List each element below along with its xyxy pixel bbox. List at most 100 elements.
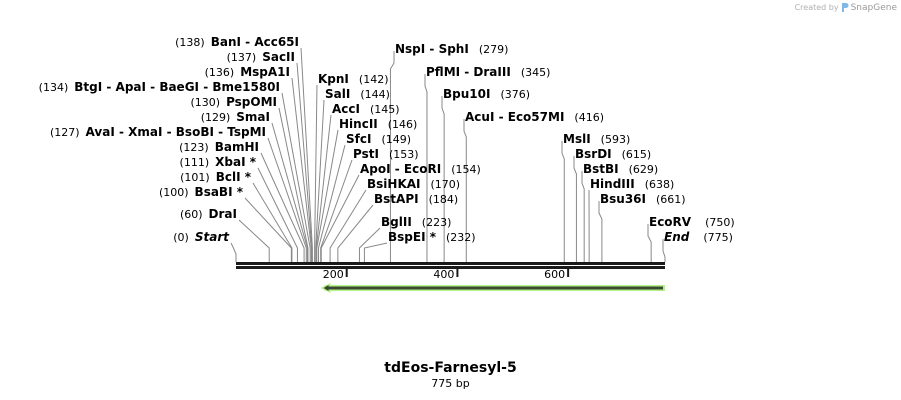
site-position: (129)	[201, 111, 231, 124]
leader-line	[647, 224, 652, 262]
site-label: NspI - SphI	[395, 42, 469, 56]
site-position: (376)	[500, 88, 530, 101]
leader-line	[573, 156, 577, 262]
site-label: BsaBI *	[195, 185, 244, 199]
leader-line	[441, 96, 445, 262]
site-label: BspEI *	[388, 230, 437, 244]
site-hindiii[interactable]: HindIII (638)	[588, 177, 674, 262]
site-position: (629)	[629, 163, 659, 176]
leader-line	[329, 189, 367, 262]
leader-line	[271, 122, 308, 262]
site-position: (615)	[622, 148, 652, 161]
site-xbai[interactable]: XbaI * (111)	[180, 155, 298, 262]
site-label: MslI	[563, 132, 591, 146]
site-position: (138)	[175, 36, 205, 49]
ruler-tick-200: 200	[323, 268, 348, 281]
leader-line	[244, 197, 292, 262]
ruler-tick-400: 400	[433, 268, 459, 281]
site-position: (137)	[227, 51, 257, 64]
site-msli[interactable]: MslI (593)	[561, 132, 630, 262]
site-label: SalI	[325, 87, 350, 101]
site-label: BstAPI	[374, 192, 419, 206]
site-bpu10i[interactable]: Bpu10I (376)	[441, 87, 530, 262]
ruler-tick-label: 200	[323, 268, 344, 281]
site-avai[interactable]: AvaI - XmaI - BsoBI - TspMI (127)	[50, 125, 307, 262]
leader-line	[363, 242, 388, 262]
site-bsabi[interactable]: BsaBI * (100)	[159, 185, 292, 262]
site-start[interactable]: Start (0)	[173, 230, 237, 262]
site-label: SfcI	[346, 132, 371, 146]
site-hincii[interactable]: HincII (146)	[316, 117, 418, 262]
site-label: KpnI	[318, 72, 349, 86]
site-position: (123)	[179, 141, 209, 154]
ruler-tick-label: 400	[433, 268, 454, 281]
site-bglii[interactable]: BglII (223)	[358, 215, 451, 262]
site-kpni[interactable]: KpnI (142)	[314, 72, 389, 262]
leader-line	[320, 174, 360, 262]
site-bamhi[interactable]: BamHI (123)	[179, 140, 305, 262]
site-nspi[interactable]: NspI - SphI (279)	[389, 42, 508, 262]
site-acci[interactable]: AccI (145)	[315, 102, 400, 262]
leader-line	[358, 227, 381, 262]
site-position: (134)	[39, 81, 69, 94]
site-acui[interactable]: AcuI - Eco57MI (416)	[463, 110, 604, 262]
site-bstbi[interactable]: BstBI (629)	[581, 162, 659, 262]
leader-line	[581, 171, 585, 262]
site-sali[interactable]: SalI (144)	[315, 87, 390, 262]
site-psti[interactable]: PstI (153)	[320, 147, 419, 262]
site-label: SacII	[262, 50, 295, 64]
site-label: SmaI	[236, 110, 270, 124]
site-end[interactable]: End (775)	[662, 230, 733, 262]
leader-line	[316, 129, 339, 262]
site-apoi[interactable]: ApoI - EcoRI (154)	[320, 162, 481, 262]
leader-line	[463, 119, 467, 262]
leader-line	[320, 159, 353, 262]
site-label: BtgI - ApaI - BaeGI - Bme1580I	[74, 80, 280, 94]
leader-line	[561, 141, 565, 262]
leader-line	[257, 167, 298, 262]
site-bstapi[interactable]: BstAPI (184)	[337, 192, 458, 262]
leader-line	[389, 51, 395, 262]
leader-line	[278, 107, 309, 262]
site-drai[interactable]: DraI (60)	[180, 207, 270, 262]
snapgene-logo-icon	[841, 3, 849, 12]
site-pspomi[interactable]: PspOMI (130)	[190, 95, 309, 262]
snapgene-credit: Created by SnapGene	[795, 2, 897, 13]
leader-line	[252, 182, 293, 262]
sequence-length: 775 bp	[431, 377, 470, 390]
site-bani[interactable]: BanI - Acc65I (138)	[175, 35, 313, 262]
site-pflmi[interactable]: PflMI - DraIII (345)	[424, 65, 551, 262]
site-position: (345)	[521, 66, 551, 79]
site-bsrdi[interactable]: BsrDI (615)	[573, 147, 652, 262]
site-bcli[interactable]: BclI * (101)	[180, 170, 293, 262]
site-label: BamHI	[215, 140, 259, 154]
site-btgi[interactable]: BtgI - ApaI - BaeGI - Bme1580I (134)	[39, 80, 311, 262]
site-label: Bsu36I	[600, 192, 646, 206]
site-position: (750)	[705, 216, 735, 229]
site-sacii[interactable]: SacII (137)	[227, 50, 313, 262]
site-label: EcoRV	[649, 215, 692, 229]
site-bsihkai[interactable]: BsiHKAI (170)	[329, 177, 460, 262]
site-position: (101)	[180, 171, 210, 184]
sequence-title: tdEos-Farnesyl-5	[384, 360, 517, 376]
site-position: (136)	[205, 66, 235, 79]
site-sfci[interactable]: SfcI (149)	[317, 132, 411, 262]
site-mspa1i[interactable]: MspA1I (136)	[205, 65, 312, 262]
site-bspei[interactable]: BspEI * (232)	[363, 230, 476, 262]
site-position: (111)	[180, 156, 210, 169]
site-position: (127)	[50, 126, 80, 139]
leader-line	[296, 62, 313, 262]
site-label: BclI *	[216, 170, 252, 184]
site-label: Start	[195, 230, 230, 244]
site-bsu36i[interactable]: Bsu36I (661)	[598, 192, 686, 262]
site-smai[interactable]: SmaI (129)	[201, 110, 308, 262]
leader-line	[230, 242, 237, 262]
site-position: (232)	[446, 231, 476, 244]
leader-line	[315, 99, 325, 262]
site-position: (146)	[388, 118, 418, 131]
site-position: (416)	[574, 111, 604, 124]
site-ecorv[interactable]: EcoRV (750)	[647, 215, 735, 262]
feature-arrow[interactable]	[320, 283, 665, 293]
site-position: (153)	[389, 148, 419, 161]
